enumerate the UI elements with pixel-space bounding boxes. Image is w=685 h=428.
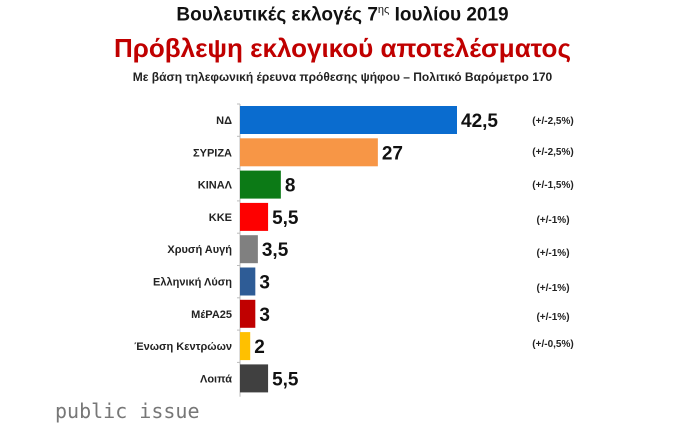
bar [240, 202, 269, 231]
public-issue-logo: public issue [55, 399, 200, 423]
title-text: Βουλευτικές εκλογές 7 [176, 4, 378, 26]
margin-of-error-label: (+/-0,5%) [532, 339, 573, 350]
margin-of-error-label: (+/-2,5%) [532, 116, 573, 127]
category-label: ΣΥΡΙΖΑ [193, 147, 232, 159]
margin-of-error-label: (+/-1,5%) [532, 180, 573, 191]
value-label: 5,5 [272, 369, 299, 390]
value-label: 3 [259, 273, 270, 294]
title-text-end: Ιουλίου 2019 [389, 4, 509, 26]
margin-of-error-label: (+/-1%) [536, 248, 569, 259]
chart-title: Βουλευτικές εκλογές 7ης Ιουλίου 2019 [0, 4, 685, 26]
bar [240, 332, 251, 361]
category-label: ΚΙΝΑΛ [198, 180, 233, 192]
bar [240, 170, 281, 199]
chart-subtitle: Πρόβλεψη εκλογικού αποτελέσματος [114, 33, 571, 63]
margin-of-error-label: (+/-1%) [536, 215, 569, 226]
margin-of-error-label: (+/-1%) [536, 283, 569, 294]
value-label: 2 [254, 337, 265, 358]
category-label: ΝΔ [216, 115, 232, 127]
bar [240, 106, 457, 134]
value-label: 5,5 [272, 208, 299, 229]
category-label: Ένωση Κεντρώων [134, 341, 232, 353]
chart-note: Με βάση τηλεφωνική έρευνα πρόθεσης ψήφου… [132, 70, 553, 84]
bar [240, 138, 378, 167]
title-superscript: ης [377, 4, 390, 16]
value-label: 8 [285, 176, 296, 197]
bar [240, 364, 269, 393]
category-label: ΜέΡΑ25 [191, 309, 232, 321]
bar [240, 299, 256, 328]
category-label: ΚΚΕ [209, 212, 232, 224]
value-label: 42,5 [461, 111, 498, 132]
category-label: Χρυσή Αυγή [167, 244, 232, 256]
category-label: Ελληνική Λύση [153, 277, 232, 289]
value-label: 3,5 [262, 240, 289, 261]
margin-of-error-label: (+/-2,5%) [532, 147, 573, 158]
value-label: 3 [259, 305, 270, 326]
value-label: 27 [382, 143, 403, 164]
margin-of-error-label: (+/-1%) [536, 312, 569, 323]
category-label: Λοιπά [200, 373, 232, 385]
bar [240, 235, 258, 264]
bar [240, 267, 256, 296]
